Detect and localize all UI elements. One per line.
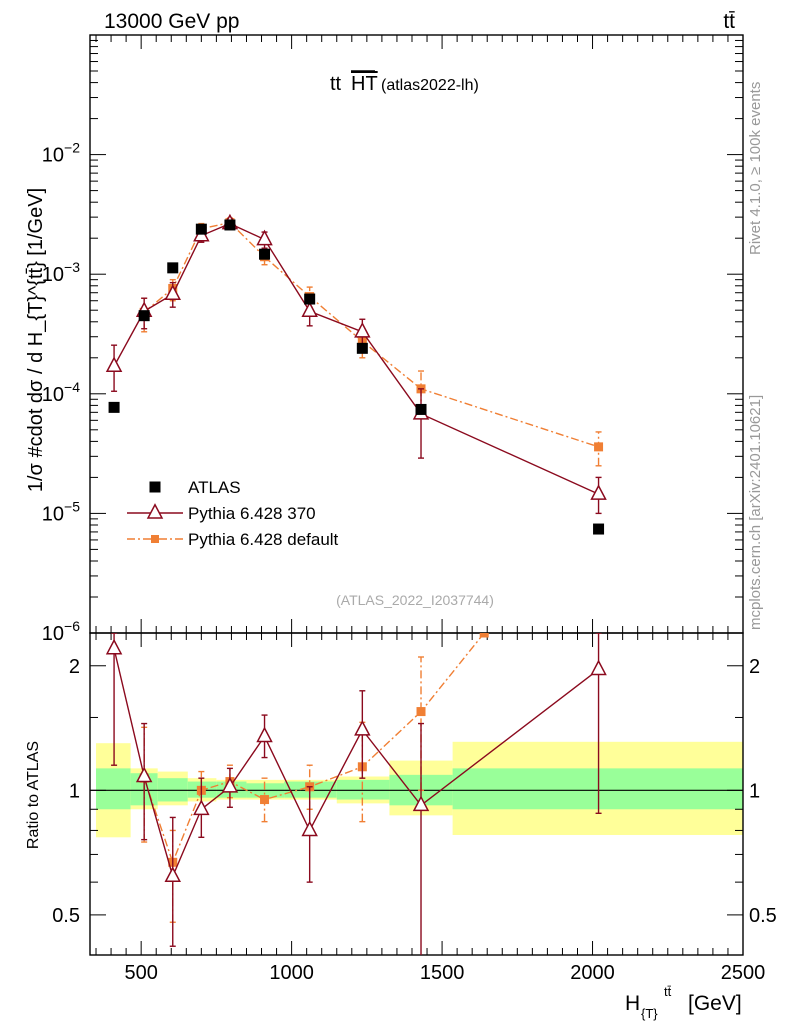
main-p370-point: [164, 284, 181, 301]
legend-default-marker: [151, 535, 159, 543]
data-series: [105, 213, 607, 955]
ratio-p370-point: [256, 726, 273, 743]
ratio-p370-point: [193, 799, 210, 816]
main-atlas-point: [167, 262, 179, 274]
main-atlas-point: [195, 223, 207, 235]
side-label-bottom: mcplots.cern.ch [arXiv:2401.10621]: [747, 395, 764, 630]
main-y-tick-label: 10−4: [42, 379, 80, 406]
ratio-p370-point: [164, 866, 181, 883]
main-atlas-point: [224, 219, 236, 231]
x-tick-label: 1000: [269, 962, 314, 984]
x-label-sup: tt̄: [664, 984, 672, 999]
legend-atlas-marker: [149, 481, 161, 493]
main-atlas-point: [259, 248, 271, 260]
main-atlas-point: [415, 403, 427, 415]
x-label-sub: {T}: [641, 1006, 658, 1021]
x-tick-label: 1500: [420, 962, 465, 984]
main-default-point: [594, 442, 604, 452]
legend-p370-marker: [146, 503, 164, 519]
band-inner: [336, 779, 390, 800]
main-default-line: [143, 221, 599, 448]
ratio-default-point: [479, 633, 489, 638]
header-right: tt̄: [723, 10, 735, 33]
main-p370-point: [354, 321, 371, 338]
main-p370-point: [256, 229, 273, 246]
main-y-label: 1/σ #cdot dσ / d H_{T}^{tt̄} [1/GeV]: [25, 188, 47, 492]
main-y-tick-label: 10−2: [42, 140, 80, 167]
main-title: tt HT (atlas2022-lh): [330, 70, 479, 95]
main-title-tt: tt: [330, 73, 342, 95]
ratio-y-tick-label-right: 1: [749, 780, 760, 802]
ratio-default-line: [143, 633, 485, 865]
ratio-p370-point: [354, 720, 371, 736]
main-y-tick-label: 10−6: [42, 618, 80, 645]
main-p370-point: [301, 301, 318, 318]
ratio-frame: [89, 632, 744, 956]
legend-label: Pythia 6.428 370: [188, 504, 316, 523]
ratio-y-tick-label-right: 2: [749, 656, 760, 678]
x-label-base: H: [625, 992, 640, 1015]
ratio-plot-area: [105, 633, 607, 955]
x-tick-label: 500: [124, 962, 157, 984]
axes: 500 1000 1500 2000 2500 10−2 10−3 10−4 10−5 10−6 2…: [42, 34, 777, 984]
main-plot-area: [105, 213, 607, 535]
ratio-default-point: [260, 795, 270, 805]
main-p370-point: [590, 484, 607, 500]
ratio-y-label: Ratio to ATLAS: [25, 741, 42, 849]
side-label-top: Rivet 4.1.0, ≥ 100k events: [747, 82, 764, 255]
legend-label: Pythia 6.428 default: [188, 530, 339, 549]
ratio-default-point: [416, 707, 426, 717]
main-atlas-point: [108, 401, 120, 413]
x-label-unit: [GeV]: [688, 992, 742, 1015]
main-p370-line: [113, 222, 599, 495]
main-y-tick-label: 10−5: [42, 498, 80, 525]
watermark: (ATLAS_2022_I2037744): [336, 592, 494, 608]
main-atlas-point: [138, 310, 150, 322]
header-left: 13000 GeV pp: [104, 10, 239, 33]
band-inner: [96, 768, 131, 810]
ratio-y-tick-label: 0.5: [52, 905, 80, 927]
ratio-p370-point: [221, 776, 239, 793]
main-title-ht: HT: [351, 73, 378, 95]
ratio-p370-point: [301, 820, 318, 837]
ratio-p370-line: [113, 648, 599, 879]
main-atlas-point: [593, 523, 605, 535]
ratio-p370-point: [135, 766, 153, 783]
ratio-p370-point: [105, 638, 123, 655]
legend-label: ATLAS: [188, 478, 241, 497]
x-tick-label: 2000: [570, 962, 615, 984]
ratio-y-tick-label: 2: [69, 656, 80, 678]
main-p370-point: [105, 356, 123, 373]
ratio-p370-point: [590, 659, 607, 676]
ratio-y-tick-label: 1: [69, 780, 80, 802]
main-y-tick-label: 10−3: [42, 259, 80, 286]
main-title-sub: (atlas2022-lh): [381, 77, 479, 94]
ratio-p370-point: [412, 795, 430, 812]
main-atlas-point: [356, 342, 368, 354]
x-axis-label: H {T} tt̄ [GeV]: [625, 984, 742, 1021]
main-atlas-point: [304, 293, 316, 305]
band-inner: [452, 768, 743, 810]
ratio-y-tick-label-right: 0.5: [749, 905, 777, 927]
legend: ATLAS Pythia 6.428 370 Pythia 6.428 defaul…: [127, 478, 339, 549]
x-tick-label: 2500: [721, 962, 766, 984]
